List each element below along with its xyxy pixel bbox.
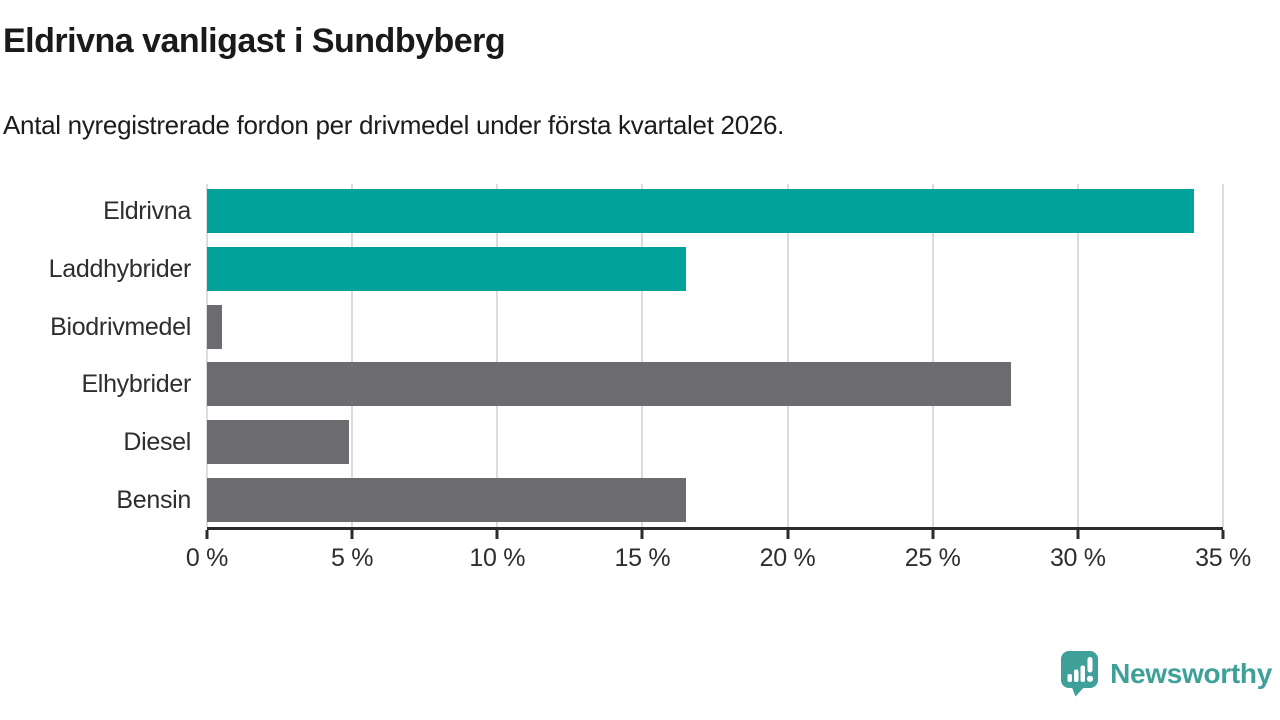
x-axis-tick-label: 15 % [614,544,671,572]
x-axis-tick-label: 20 % [759,544,816,572]
x-axis-tick-label: 10 % [469,544,526,572]
category-label: Eldrivna [103,197,191,226]
x-axis-tick-label: 5 % [331,544,374,572]
gridline [496,184,499,527]
plot-area: Eldrivna Laddhybrider Biodrivmedel Elhybrid… [49,184,1251,572]
bar-row: Biodrivmedel [50,304,1223,349]
x-axis-tick [931,530,935,539]
gridline [786,184,789,527]
newsworthy-wordmark: Newsworthy [1110,657,1272,689]
gridline [641,184,644,527]
bar-row: Laddhybrider [49,247,1223,291]
bar [207,304,222,349]
newsworthy-branding: Newsworthy [1060,650,1272,697]
category-label: Bensin [116,485,191,514]
category-label: Biodrivmedel [50,312,191,341]
bar [207,477,686,522]
bar-row: Elhybrider [81,362,1223,407]
x-axis-tick-label: 25 % [904,544,961,572]
x-axis-tick-label: 0 % [185,544,229,572]
gridline [351,184,354,527]
bar-row: Eldrivna [103,189,1223,234]
x-axis-tick [1076,530,1080,539]
category-label: Elhybrider [81,370,191,399]
bar-row: Bensin [116,477,1223,522]
x-axis-tick [350,530,354,539]
gridline [1076,184,1079,527]
bar-row: Diesel [123,420,1223,464]
chart-title: Eldrivna vanligast i Sundbyberg [3,22,506,60]
category-label: Laddhybrider [48,255,192,283]
x-axis-tick [205,530,209,539]
bar [207,420,350,464]
bar [207,189,1194,234]
x-axis-tick-label: 30 % [1049,544,1106,572]
gridline [931,184,934,527]
gridline [206,184,208,527]
x-axis-tick-label: 35 % [1195,544,1251,572]
newsworthy-logo-icon [1061,651,1099,697]
category-label: Diesel [123,428,191,456]
chart-subtitle: Antal nyregistrerade fordon per drivmede… [3,110,785,140]
x-axis-tick [786,530,790,539]
x-axis-tick [640,530,644,539]
gridline [1222,184,1224,527]
x-axis-tick [495,530,499,539]
x-axis-tick [1221,530,1225,539]
bar [207,362,1012,407]
bar [207,247,686,291]
